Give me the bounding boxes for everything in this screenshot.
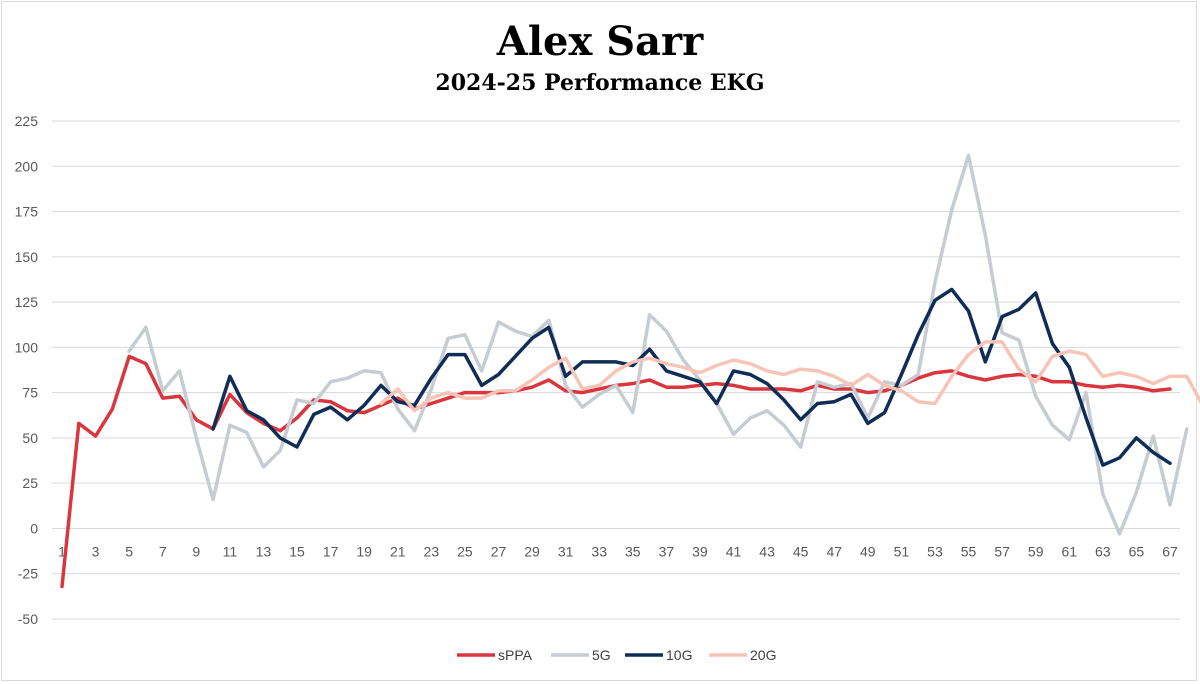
y-tick-label: 75	[22, 385, 38, 401]
y-tick-label: 200	[15, 158, 39, 174]
x-tick-label: 11	[223, 543, 238, 559]
x-tick-label: 9	[192, 543, 200, 559]
x-tick-label: 25	[457, 543, 473, 559]
x-tick-label: 37	[659, 543, 675, 559]
x-tick-label: 51	[894, 543, 910, 559]
y-tick-label: -25	[18, 566, 38, 582]
legend-label: 20G	[750, 647, 776, 663]
y-tick-label: 175	[15, 204, 39, 220]
x-tick-label: 29	[524, 543, 540, 559]
x-tick-label: 43	[759, 543, 775, 559]
x-tick-label: 19	[356, 543, 372, 559]
x-tick-label: 1	[58, 543, 66, 559]
y-tick-label: 125	[15, 294, 39, 310]
legend: sPPA 5G 10G 20G	[457, 647, 776, 663]
x-tick-label: 31	[558, 543, 574, 559]
x-tick-label: 27	[491, 543, 507, 559]
y-tick-label: 50	[22, 430, 38, 446]
x-tick-label: 47	[826, 543, 842, 559]
x-tick-label: 17	[323, 543, 339, 559]
x-tick-label: 53	[927, 543, 943, 559]
x-tick-label: 35	[625, 543, 641, 559]
series-line-5g	[127, 153, 1189, 536]
y-tick-label: 150	[15, 249, 39, 265]
legend-label: sPPA	[498, 647, 533, 663]
x-tick-label: 67	[1162, 543, 1178, 559]
y-tick-label: 225	[15, 113, 39, 129]
chart-subtitle: 2024-25 Performance EKG	[435, 70, 765, 96]
x-tick-label: 61	[1061, 543, 1077, 559]
y-axis-ticks: -50 -25 0 25 50 75 100 125 150 175 200 225	[15, 113, 39, 627]
x-tick-label: 45	[793, 543, 809, 559]
x-tick-label: 57	[994, 543, 1010, 559]
chart-title: Alex Sarr	[496, 18, 704, 65]
x-tick-label: 59	[1028, 543, 1044, 559]
y-tick-label: 100	[15, 339, 39, 355]
y-tick-label: -50	[18, 611, 38, 627]
x-axis-ticks: 1 3 5 7 9 11 13 15 17 19 21 23 25 27 29 31 33 35 37 39 41 43 4…	[58, 543, 1178, 559]
x-tick-label: 41	[726, 543, 742, 559]
series-line-10g	[211, 287, 1172, 467]
x-tick-label: 49	[860, 543, 876, 559]
x-tick-label: 39	[692, 543, 708, 559]
x-tick-label: 55	[961, 543, 977, 559]
series-lines	[60, 153, 1200, 589]
x-tick-label: 13	[256, 543, 272, 559]
legend-label: 10G	[666, 647, 692, 663]
y-tick-label: 0	[30, 520, 38, 536]
x-tick-label: 3	[92, 543, 100, 559]
gridlines	[52, 120, 1180, 620]
x-tick-label: 21	[390, 543, 406, 559]
x-tick-label: 65	[1129, 543, 1145, 559]
series-line-20g	[379, 340, 1200, 413]
x-tick-label: 33	[591, 543, 607, 559]
x-tick-label: 15	[289, 543, 305, 559]
legend-label: 5G	[592, 647, 611, 663]
x-tick-label: 63	[1095, 543, 1111, 559]
x-tick-label: 23	[424, 543, 440, 559]
x-tick-label: 5	[125, 543, 133, 559]
x-tick-label: 7	[159, 543, 167, 559]
y-tick-label: 25	[22, 475, 38, 491]
